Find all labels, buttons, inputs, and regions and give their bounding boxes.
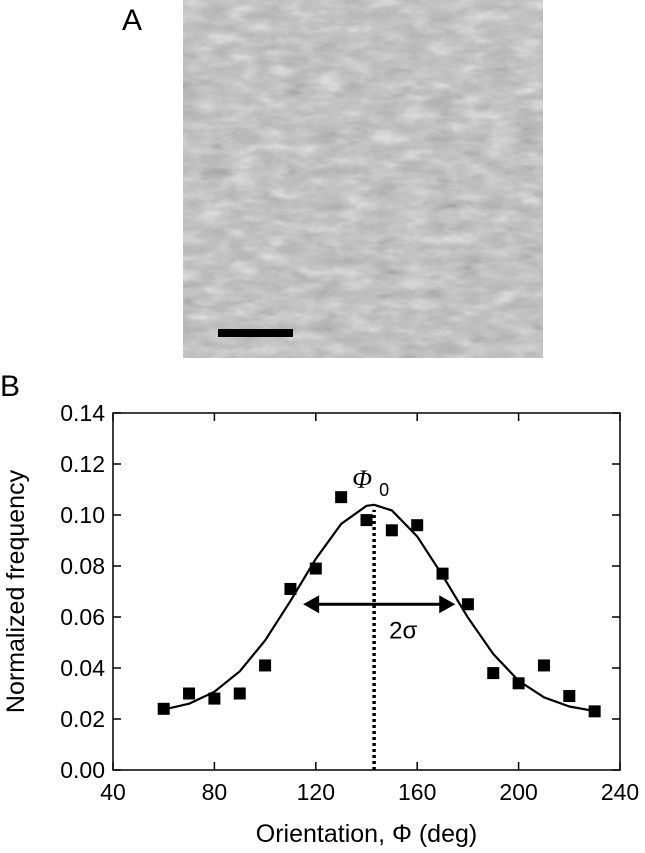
data-point — [537, 659, 550, 672]
panel-label: B — [0, 370, 20, 403]
data-point — [284, 582, 297, 595]
arrow-head — [303, 595, 456, 614]
data-point — [385, 524, 398, 537]
data-point — [461, 598, 474, 611]
x-tick-label: 120 — [297, 779, 335, 805]
panel-label: A — [122, 4, 142, 37]
x-tick-label: 160 — [398, 779, 436, 805]
micrograph-texture — [183, 0, 543, 358]
data-point — [487, 667, 500, 680]
data-point — [360, 514, 373, 527]
y-tick-label: 0.06 — [60, 604, 105, 630]
x-tick-label: 40 — [100, 779, 126, 805]
data-point — [208, 692, 221, 705]
x-tick-label: 80 — [202, 779, 228, 805]
x-axis-label: Orientation, Φ (deg) — [256, 820, 477, 848]
data-point — [233, 687, 246, 700]
peak-subscript: 0 — [379, 480, 389, 500]
y-tick-label: 0.10 — [60, 502, 105, 528]
plot-frame — [112, 412, 621, 771]
peak-symbol: Φ — [352, 465, 372, 494]
y-axis-label: Normalized frequency — [2, 469, 30, 713]
fit-curve — [163, 503, 595, 713]
scale-bar — [218, 329, 293, 337]
data-point — [588, 705, 601, 718]
data-point — [512, 677, 525, 690]
data-point — [259, 659, 272, 672]
data-point — [411, 519, 424, 532]
x-tick-label: 200 — [499, 779, 537, 805]
width-label: 2σ — [389, 617, 417, 644]
x-tick-label: 240 — [601, 779, 639, 805]
data-point — [183, 687, 196, 700]
data-point — [563, 690, 576, 703]
y-tick-label: 0.04 — [60, 655, 105, 681]
data-point — [335, 491, 348, 504]
y-tick-label: 0.02 — [60, 706, 105, 732]
y-tick-label: 0.14 — [60, 400, 105, 426]
y-tick-label: 0.12 — [60, 451, 105, 477]
y-tick-label: 0.00 — [60, 757, 105, 783]
y-tick-label: 0.08 — [60, 553, 105, 579]
